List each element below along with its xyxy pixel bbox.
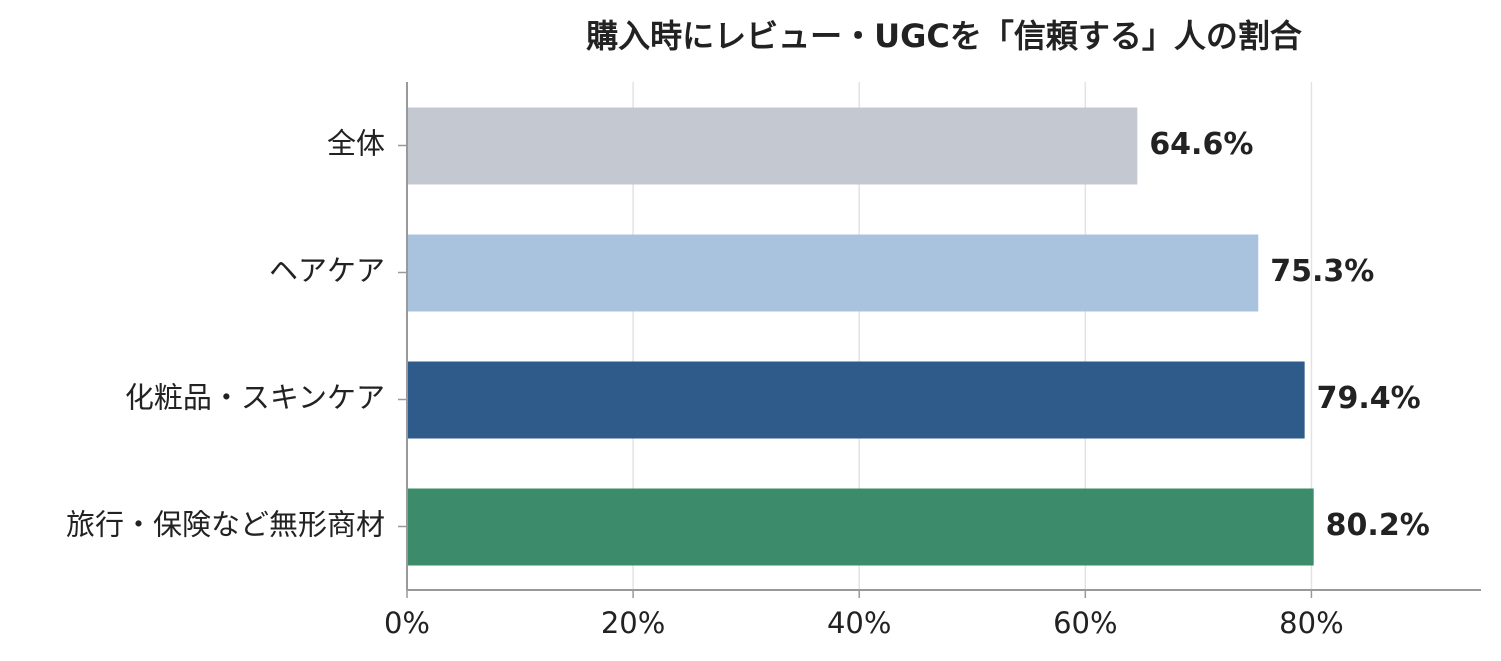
bar <box>407 361 1305 439</box>
chart-title: 購入時にレビュー・UGCを「信頼する」人の割合 <box>586 17 1302 55</box>
value-label: 75.3% <box>1270 254 1374 289</box>
value-label: 64.6% <box>1149 127 1253 162</box>
value-label: 79.4% <box>1317 381 1421 416</box>
bar <box>407 107 1138 185</box>
y-tick-label: ヘアケア <box>269 254 385 288</box>
y-tick-label: 化粧品・スキンケア <box>125 381 385 415</box>
x-tick-label: 0% <box>384 606 430 640</box>
y-tick-label: 全体 <box>327 127 385 161</box>
y-tick-label: 旅行・保険など無形商材 <box>66 508 385 542</box>
bar <box>407 234 1259 312</box>
x-tick-label: 40% <box>827 606 891 640</box>
bar <box>407 488 1314 566</box>
x-tick-label: 20% <box>601 606 665 640</box>
x-tick-label: 60% <box>1053 606 1117 640</box>
x-tick-label: 80% <box>1279 606 1343 640</box>
value-label: 80.2% <box>1326 508 1430 543</box>
